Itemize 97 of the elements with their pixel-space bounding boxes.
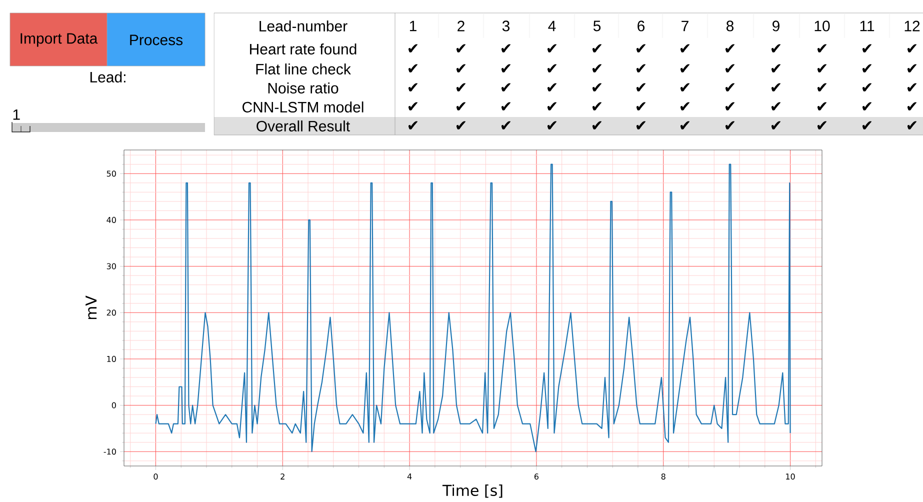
- x-tick-label: 8: [726, 20, 734, 32]
- x-tick-label: 10: [814, 20, 830, 32]
- text: 1: [13, 109, 20, 120]
- x-axis-title: Time [s]: [442, 484, 502, 498]
- text: ✔: [771, 64, 781, 72]
- text: ✔: [636, 83, 646, 92]
- text: ✔: [501, 64, 511, 72]
- y-tick-label: 10: [107, 356, 116, 362]
- text: ✔: [636, 102, 646, 110]
- text: ✔: [592, 121, 602, 130]
- text: ✔: [547, 121, 557, 130]
- text: ✔: [408, 64, 418, 72]
- text: ✔: [547, 102, 557, 110]
- text: ✔: [501, 44, 511, 52]
- text: ✔: [680, 83, 690, 92]
- x-tick-label: 6: [638, 20, 645, 32]
- y-tick-label: 50: [106, 170, 116, 177]
- y-tick-label: -10: [104, 448, 116, 455]
- y-tick-label: Flat line check: [256, 63, 351, 74]
- text: ✔: [680, 102, 690, 110]
- y-tick-label: CNN-LSTM model: [242, 101, 364, 112]
- text: ✔: [680, 44, 690, 52]
- y-tick-label: 30: [106, 263, 116, 270]
- text: ✔: [501, 102, 511, 110]
- text: ✔: [680, 121, 690, 130]
- text: ✔: [547, 44, 557, 52]
- x-tick-label: 4: [548, 20, 556, 32]
- text: ✔: [862, 44, 872, 52]
- text: Import Data: [20, 33, 98, 47]
- text: ✔: [680, 64, 690, 72]
- text: ✔: [817, 44, 827, 52]
- text: ✔: [501, 83, 511, 92]
- text: ✔: [725, 44, 735, 52]
- text: ✔: [817, 102, 827, 110]
- y-tick-label: 20: [106, 310, 116, 316]
- text: ✔: [817, 64, 827, 72]
- x-tick-label: 5: [593, 20, 601, 32]
- text: ✔: [907, 102, 917, 110]
- x-tick-label: 7: [682, 20, 688, 32]
- text: ✔: [771, 83, 781, 92]
- x-tick-label: 0: [154, 474, 158, 480]
- x-tick-label: 1: [410, 20, 416, 32]
- x-tick-label: 2: [280, 474, 284, 480]
- text: ✔: [456, 102, 466, 110]
- x-tick-label: 8: [661, 474, 666, 480]
- text: ✔: [862, 102, 872, 110]
- text: ✔: [636, 64, 646, 72]
- text: ✔: [817, 121, 827, 130]
- text: ✔: [817, 83, 827, 92]
- text: ✔: [456, 121, 466, 130]
- text: ✔: [725, 121, 735, 130]
- text: ✔: [907, 44, 917, 52]
- text: ✔: [592, 102, 602, 110]
- text: ✔: [862, 121, 872, 130]
- text: ✔: [725, 102, 735, 110]
- text: ✔: [547, 83, 557, 92]
- text: ✔: [456, 83, 466, 92]
- text: ✔: [725, 64, 735, 72]
- text: Process: [130, 34, 183, 46]
- x-tick-label: 11: [860, 20, 874, 32]
- text: ✔: [771, 102, 781, 110]
- x-tick-label: 2: [458, 20, 464, 32]
- x-tick-label: 12: [904, 20, 920, 32]
- text: ✔: [408, 83, 418, 92]
- text: ✔: [456, 44, 466, 52]
- text: ✔: [408, 102, 418, 110]
- text: ✔: [636, 121, 646, 130]
- text: ✔: [408, 44, 418, 52]
- text: ✔: [907, 83, 917, 92]
- text: ✔: [862, 83, 872, 92]
- text: ✔: [725, 83, 735, 92]
- x-tick-label: 3: [502, 20, 510, 32]
- text: ✔: [547, 64, 557, 72]
- text: ✔: [771, 44, 781, 52]
- text: ✔: [907, 64, 917, 72]
- y-tick-label: Noise ratio: [268, 82, 338, 94]
- y-tick-label: Heart rate found: [250, 43, 356, 54]
- text: ✔: [771, 121, 781, 130]
- text: ✔: [592, 83, 602, 92]
- text: ✔: [456, 64, 466, 72]
- x-tick-label: 6: [534, 474, 538, 480]
- text: ✔: [501, 121, 511, 130]
- y-tick-label: 0: [112, 402, 116, 408]
- text: ✔: [907, 121, 917, 130]
- text: ✔: [592, 64, 602, 72]
- text: ✔: [862, 64, 872, 72]
- x-tick-label: 4: [407, 474, 412, 480]
- y-axis-title: mV: [86, 296, 97, 320]
- text: ✔: [408, 121, 418, 130]
- text: ✔: [636, 44, 646, 52]
- text: Lead:: [90, 71, 126, 82]
- y-tick-label: Overall Result: [256, 120, 350, 132]
- x-tick-label: 9: [772, 20, 780, 32]
- x-axis-title: Lead-number: [260, 20, 348, 32]
- text: ✔: [592, 44, 602, 52]
- y-tick-label: 40: [106, 216, 116, 223]
- x-tick-label: 10: [786, 474, 795, 480]
